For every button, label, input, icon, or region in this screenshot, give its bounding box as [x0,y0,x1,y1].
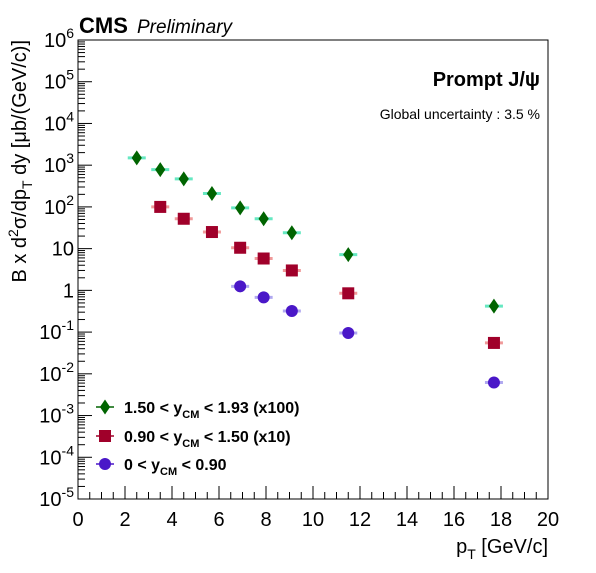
chart-title: Prompt J/ψ [433,69,540,91]
data-point [342,287,355,300]
x-axis: 0 2 4 6 8 10 12 14 16 18 20 [72,486,559,531]
data-point [154,200,167,213]
y-axis: 10-5 10-4 10-3 10-2 10-1 1 10 102 103 104 105 106 [39,25,92,511]
data-point [285,305,298,318]
y-tick-label: 106 [44,25,74,52]
data-point [234,280,247,293]
x-tick-label: 0 [72,509,83,531]
y-tick-label: 10-5 [39,484,74,511]
data-point [258,211,269,227]
legend-marker [99,399,111,415]
y-tick-label: 10-3 [39,401,74,428]
data-point [155,162,166,178]
series-3 [231,280,503,389]
legend-label: 1.50 < yCM < 1.93 (x100) [124,400,299,421]
data-points [127,150,503,389]
x-tick-label: 14 [396,509,418,531]
data-point [488,298,500,314]
data-point [487,376,500,389]
y-tick-label: 104 [44,108,74,135]
y-tick-label: 10-2 [39,359,74,386]
status-label: Preliminary [137,17,234,38]
data-point [286,225,297,241]
data-point [342,327,355,340]
x-tick-label: 12 [349,509,371,531]
x-tick-label: 6 [213,509,224,531]
x-tick-label: 10 [302,509,324,531]
data-point [257,252,270,265]
data-point [487,336,500,349]
series-1 [127,150,503,314]
data-point [177,212,190,225]
legend-label: 0.90 < yCM < 1.50 (x10) [124,429,291,450]
data-point [131,150,142,166]
global-uncertainty-note: Global uncertainty : 3.5 % [380,106,540,122]
x-tick-label: 20 [537,509,559,531]
data-point [206,185,218,201]
legend-marker [99,430,111,442]
data-point [234,241,247,254]
y-tick-label: 10-1 [39,317,74,344]
data-point [178,171,189,187]
x-tick-label: 2 [119,509,130,531]
x-tick-label: 4 [166,509,177,531]
data-point [235,200,246,216]
x-tick-label: 8 [260,509,271,531]
legend: 1.50 < yCM < 1.93 (x100) 0.90 < yCM < 1.5… [96,399,299,478]
x-axis-label: pT [GeV/c] [456,536,548,562]
series-2 [151,200,503,349]
y-tick-label: 105 [44,67,74,94]
data-point [205,226,218,239]
y-tick-label: 103 [44,150,74,177]
y-tick-label: 10-4 [39,442,74,469]
data-point [343,247,354,263]
x-tick-label: 16 [443,509,465,531]
y-tick-label: 10 [52,239,74,261]
y-axis-label: B x d2σ/dpT dy [μb/(GeV/c)] [5,40,35,283]
experiment-label: CMS [79,13,128,38]
x-tick-label: 18 [490,509,512,531]
legend-marker [99,458,111,470]
data-point [257,291,270,304]
y-tick-label: 102 [44,192,74,219]
data-point [285,264,298,277]
legend-label: 0 < yCM < 0.90 [124,457,227,478]
y-tick-label: 1 [63,280,74,302]
